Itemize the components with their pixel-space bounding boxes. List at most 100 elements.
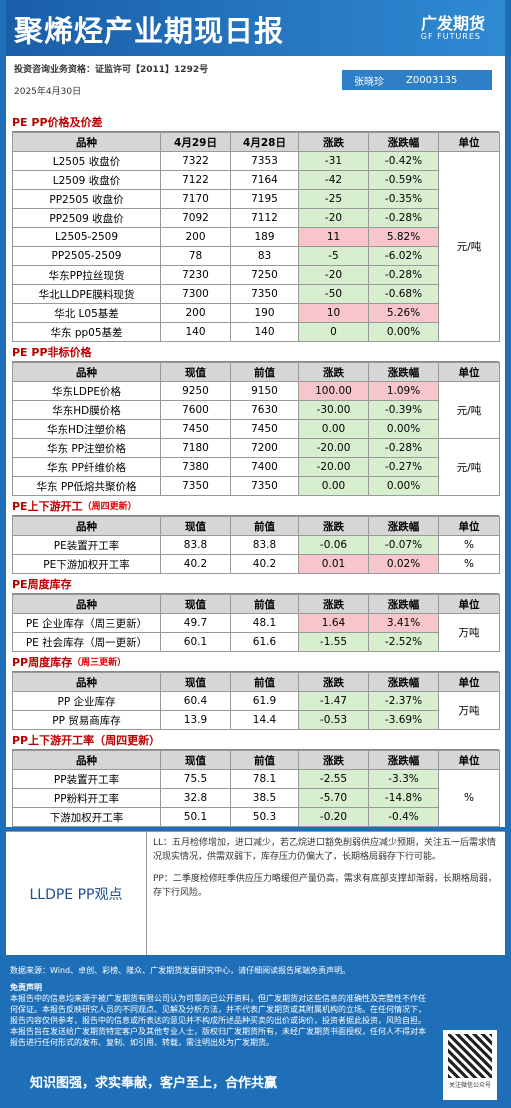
cell: 7600 xyxy=(160,400,231,420)
cell: 40.2 xyxy=(230,554,299,574)
qr-image xyxy=(448,1034,492,1078)
cell: PP 企业库存 xyxy=(12,691,161,711)
cell: -31 xyxy=(298,151,369,171)
data-table: 品种 现值 前值 涨跌 涨跌幅 单位 PP装置开工率 75.5 78.1 -2.55 -3.3%% P… xyxy=(12,750,500,827)
data-row: PP装置开工率 75.5 78.1 -2.55 -3.3%% xyxy=(12,769,500,827)
data-row: PP 贸易商库存 13.9 14.4 -0.53 -3.69% xyxy=(12,710,500,730)
column-header: 单位 xyxy=(438,516,500,536)
cell: 7180 xyxy=(160,438,231,458)
cell: 7200 xyxy=(230,438,299,458)
unit: 元/吨 xyxy=(438,381,500,439)
cell: -0.28% xyxy=(368,208,439,228)
cell: -2.55 xyxy=(298,769,369,789)
cell: 0.00% xyxy=(368,476,439,496)
cell: 7170 xyxy=(160,189,231,209)
analyst: 张晓珍 xyxy=(354,76,384,88)
section-title-text: PE PP非标价格 xyxy=(12,345,92,359)
cell: 0.00 xyxy=(298,476,369,496)
cell: 50.3 xyxy=(230,807,299,827)
data-row: PP2509 收盘价 7092 7112 -20 -0.28% xyxy=(12,208,500,228)
data-row: PE 社会库存（周一更新） 60.1 61.6 -1.55 -2.52% xyxy=(12,632,500,652)
cell: -0.35% xyxy=(368,189,439,209)
column-header: 涨跌幅 xyxy=(368,594,439,614)
cell: 华东 pp05基差 xyxy=(12,322,161,342)
cell: 7092 xyxy=(160,208,231,228)
cell: 0.00 xyxy=(298,419,369,439)
cell: -2.52% xyxy=(368,632,439,652)
cell: -1.47 xyxy=(298,691,369,711)
column-header: 前值 xyxy=(230,516,299,536)
cell: 140 xyxy=(230,322,299,342)
report-title: 聚烯烃产业期现日报 xyxy=(14,14,285,48)
column-header: 品种 xyxy=(12,672,161,692)
license: 投资咨询业务资格：证监许可【2011】1292号 xyxy=(14,65,209,75)
cell: 49.7 xyxy=(160,613,231,633)
cell: 华东PP拉丝现货 xyxy=(12,265,161,285)
cell: 华东 PP低熔共聚价格 xyxy=(12,476,161,496)
cell: L2505 收盘价 xyxy=(12,151,161,171)
unit: % xyxy=(438,535,500,555)
cell: -20.00 xyxy=(298,438,369,458)
cell: PE 企业库存（周三更新） xyxy=(12,613,161,633)
view-body: LL：五月检修增加，进口减少，若乙烷进口豁免削弱供应减少预期，关注五一后需求情况… xyxy=(146,832,505,955)
section-title: PE上下游开工 （周四更新） xyxy=(12,496,499,516)
cell: 华东LDPE价格 xyxy=(12,381,161,401)
cell: -0.39% xyxy=(368,400,439,420)
data-row: L2505-2509 200 189 11 5.82% xyxy=(12,227,500,247)
cell: 9150 xyxy=(230,381,299,401)
section-note: （周三更新） xyxy=(72,658,127,668)
cell: 7322 xyxy=(160,151,231,171)
column-header: 现值 xyxy=(160,516,231,536)
cell: 83 xyxy=(230,246,299,266)
section-title: PE周度库存 xyxy=(12,574,499,594)
cell: 7350 xyxy=(230,476,299,496)
cell: -0.53 xyxy=(298,710,369,730)
data-table: 品种 4月29日 4月28日 涨跌 涨跌幅 单位 L2505 收盘价 7322 7353 -31-… xyxy=(12,132,500,342)
column-header: 涨跌幅 xyxy=(368,750,439,770)
cell: -0.20 xyxy=(298,807,369,827)
column-header: 单位 xyxy=(438,594,500,614)
date: 2025年4月30日 xyxy=(14,87,82,97)
cell: -6.02% xyxy=(368,246,439,266)
data-row: PP2505-2509 78 83 -5 -6.02% xyxy=(12,246,500,266)
column-header: 4月28日 xyxy=(230,132,299,152)
cell: 7450 xyxy=(160,419,231,439)
cell: -0.68% xyxy=(368,284,439,304)
cell: 140 xyxy=(160,322,231,342)
cell: 14.4 xyxy=(230,710,299,730)
header: 聚烯烃产业期现日报 广发期货 GF FUTURES xyxy=(6,0,505,56)
cell: 48.1 xyxy=(230,613,299,633)
cell: -5.70 xyxy=(298,788,369,808)
section-title: PP上下游开工率（周四更新） xyxy=(12,730,499,750)
cell: 189 xyxy=(230,227,299,247)
cell: 78 xyxy=(160,246,231,266)
column-header: 品种 xyxy=(12,362,161,382)
cell: 7350 xyxy=(160,476,231,496)
cell: PP2509 收盘价 xyxy=(12,208,161,228)
cell: 7450 xyxy=(230,419,299,439)
data-row: 下游加权开工率 50.1 50.3 -0.20 -0.4% xyxy=(12,807,500,827)
cell: 40.2 xyxy=(160,554,231,574)
section-note: （周四更新） xyxy=(82,502,137,512)
cell: -50 xyxy=(298,284,369,304)
header-row: 品种 现值 前值 涨跌 涨跌幅 单位 xyxy=(12,672,500,692)
cell: 83.8 xyxy=(160,535,231,555)
cell: 200 xyxy=(160,227,231,247)
cell: PE装置开工率 xyxy=(12,535,161,555)
cell: -0.42% xyxy=(368,151,439,171)
cell: -2.37% xyxy=(368,691,439,711)
cell: 7122 xyxy=(160,170,231,190)
section-title: PE PP非标价格 xyxy=(12,342,499,362)
data-row: L2505 收盘价 7322 7353 -31 -0.42% 元/吨 xyxy=(12,151,500,342)
cell: 7300 xyxy=(160,284,231,304)
cell: PP 贸易商库存 xyxy=(12,710,161,730)
cell: 华东HD注塑价格 xyxy=(12,419,161,439)
cell: 61.9 xyxy=(230,691,299,711)
column-header: 现值 xyxy=(160,750,231,770)
cell: -30.00 xyxy=(298,400,369,420)
cell: -20 xyxy=(298,265,369,285)
data-row: PP2505 收盘价 7170 7195 -25 -0.35% xyxy=(12,189,500,209)
unit: 万吨 xyxy=(438,613,500,652)
view-title: LLDPE PP观点 xyxy=(29,886,123,903)
